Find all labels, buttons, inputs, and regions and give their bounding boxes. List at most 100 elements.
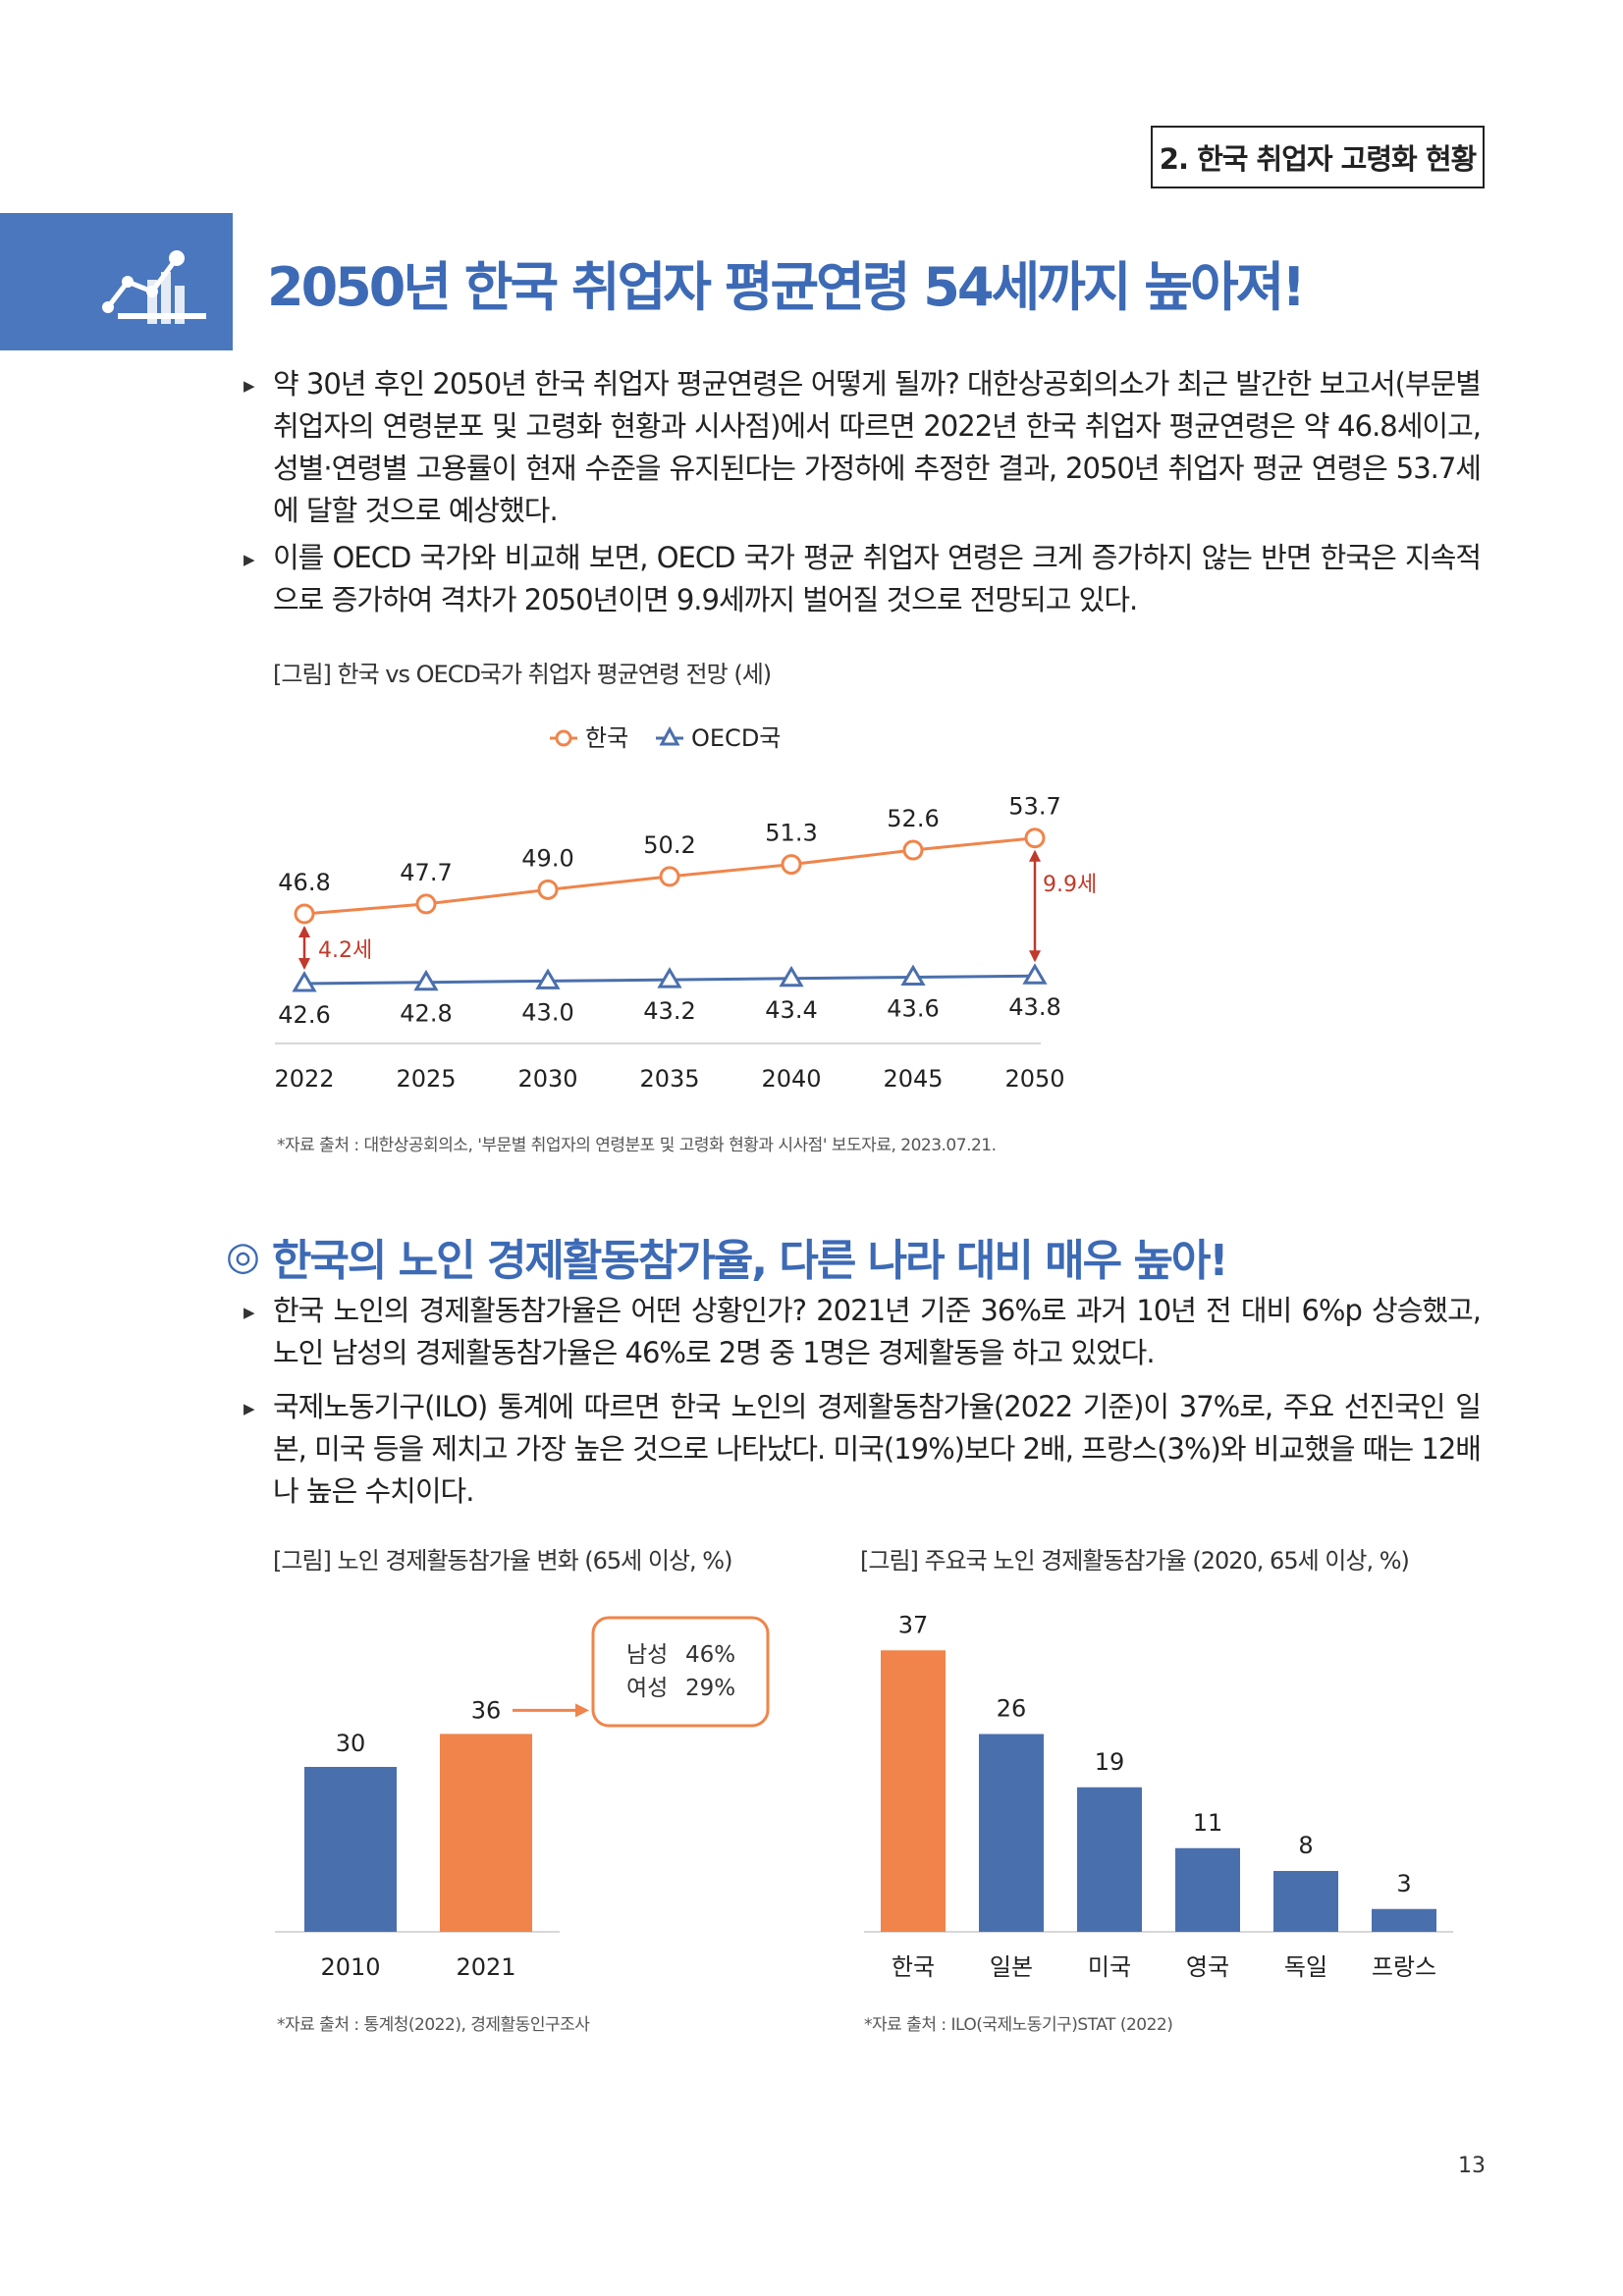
gap-arrowhead-bottom-2050 bbox=[1029, 950, 1041, 963]
oecd-value-label: 42.8 bbox=[400, 1000, 452, 1028]
korea-value-label: 53.7 bbox=[1008, 793, 1060, 821]
korea-point bbox=[781, 854, 802, 876]
x-tick-label: 일본 bbox=[990, 1953, 1033, 1981]
line-chart: 한국 OECD국 4.2세 9.9세 46.8 47.7 49.0 50.2 51.3 52.6 5… bbox=[274, 724, 1097, 1093]
chart-legend: 한국 OECD국 bbox=[550, 724, 781, 752]
korea-point bbox=[659, 866, 680, 887]
x-tick-label: 2010 bbox=[320, 1953, 380, 1981]
title-icon-block bbox=[0, 213, 233, 350]
x-tick-label: 독일 bbox=[1284, 1953, 1327, 1981]
oecd-value-label: 43.2 bbox=[643, 997, 695, 1025]
oecd-value-label: 43.4 bbox=[765, 996, 817, 1024]
bar-value-label: 30 bbox=[336, 1730, 366, 1757]
x-tick-label: 한국 bbox=[892, 1953, 935, 1981]
figure-caption: [그림] 노인 경제활동참가율 변화 (65세 이상, %) bbox=[273, 1547, 732, 1575]
bullet-icon: ▶ bbox=[243, 551, 255, 568]
x-tick-label: 2030 bbox=[517, 1065, 577, 1093]
section2-paragraph-1: 한국 노인의 경제활동참가율은 어떤 상황인가? 2021년 기준 36%로 과… bbox=[273, 1294, 1482, 1369]
section2-paragraph-2: 국제노동기구(ILO) 통계에 따르면 한국 노인의 경제활동참가율(2022 … bbox=[273, 1390, 1482, 1508]
korea-point bbox=[294, 903, 315, 925]
oecd-point bbox=[535, 968, 561, 989]
korea-value-label: 50.2 bbox=[643, 831, 695, 859]
double-circle-icon: ◎ bbox=[226, 1234, 260, 1279]
bar-value-label: 8 bbox=[1298, 1832, 1313, 1859]
korea-value-label: 47.7 bbox=[400, 859, 452, 886]
x-tick-label: 프랑스 bbox=[1372, 1953, 1436, 1981]
korea-value-label: 46.8 bbox=[278, 869, 330, 896]
gap-arrowhead-bottom-2022 bbox=[298, 958, 310, 970]
oecd-point bbox=[657, 967, 682, 988]
gap-arrowhead-top-2022 bbox=[298, 926, 310, 937]
section1-title: 2050년 한국 취업자 평균연령 54세까지 높아져! bbox=[267, 256, 1306, 318]
bar bbox=[1372, 1908, 1436, 1932]
source-note: *자료 출처 : 통계청(2022), 경제활동인구조사 bbox=[277, 2015, 590, 2035]
bar-value-label: 3 bbox=[1396, 1870, 1411, 1897]
x-tick-label: 2040 bbox=[761, 1065, 821, 1093]
x-tick-label: 2022 bbox=[274, 1065, 334, 1093]
bar bbox=[1077, 1787, 1142, 1932]
oecd-point bbox=[413, 969, 439, 991]
bullet-icon: ▶ bbox=[243, 377, 255, 395]
section-tag: 2. 한국 취업자 고령화 현황 bbox=[1151, 126, 1485, 188]
legend-marker-korea bbox=[555, 729, 572, 747]
korea-point bbox=[415, 893, 437, 915]
callout-label: 여성 bbox=[626, 1676, 668, 1701]
chart-growth-icon bbox=[102, 250, 206, 324]
oecd-point bbox=[779, 965, 804, 988]
section2-title: ◎ 한국의 노인 경제활동참가율, 다른 나라 대비 매우 높아! bbox=[226, 1225, 1229, 1288]
page-number: 13 bbox=[1458, 2154, 1486, 2178]
source-note: *자료 출처 : 대한상공회의소, '부문별 취업자의 연령분포 및 고령화 현… bbox=[277, 1136, 997, 1155]
bar-value-label: 37 bbox=[898, 1611, 929, 1638]
bar-value-label: 36 bbox=[471, 1696, 502, 1724]
x-tick-label: 2035 bbox=[639, 1065, 699, 1093]
bar-value-label: 19 bbox=[1095, 1748, 1125, 1776]
oecd-value-label: 43.8 bbox=[1008, 993, 1060, 1021]
oecd-value-label: 43.0 bbox=[521, 998, 573, 1026]
bullet-icon: ▶ bbox=[243, 1400, 255, 1417]
korea-value-label: 51.3 bbox=[765, 820, 817, 847]
bar bbox=[304, 1767, 397, 1932]
bar bbox=[979, 1734, 1044, 1932]
korea-value-label: 52.6 bbox=[887, 805, 939, 832]
section1-paragraph-2: 이를 OECD 국가와 비교해 보면, OECD 국가 평균 취업자 연령은 크… bbox=[273, 541, 1482, 616]
korea-point bbox=[902, 839, 924, 861]
x-tick-label: 2021 bbox=[456, 1953, 515, 1981]
gap-arrowhead-top-2050 bbox=[1029, 849, 1041, 862]
figure-caption: [그림] 주요국 노인 경제활동참가율 (2020, 65세 이상, %) bbox=[860, 1547, 1410, 1575]
bar bbox=[1175, 1847, 1240, 1932]
oecd-value-label: 43.6 bbox=[887, 995, 939, 1023]
callout-box bbox=[591, 1616, 770, 1728]
oecd-point bbox=[292, 971, 317, 992]
legend-label-korea: 한국 bbox=[585, 724, 628, 752]
bar bbox=[881, 1650, 946, 1932]
x-tick-label: 2050 bbox=[1004, 1065, 1064, 1093]
korea-point bbox=[1024, 828, 1046, 849]
section1-paragraph-1: 약 30년 후인 2050년 한국 취업자 평균연령은 어떻게 될까? 대한상공… bbox=[273, 367, 1482, 527]
figure-caption: [그림] 한국 vs OECD국가 취업자 평균연령 전망 (세) bbox=[273, 661, 772, 688]
x-tick-label: 영국 bbox=[1186, 1953, 1229, 1981]
bar bbox=[440, 1734, 532, 1932]
bar bbox=[1273, 1871, 1338, 1932]
bullet-icon: ▶ bbox=[243, 1304, 255, 1321]
callout-label: 남성 bbox=[626, 1642, 668, 1668]
korea-point bbox=[537, 879, 559, 900]
legend-marker-oecd bbox=[659, 725, 680, 746]
oecd-point bbox=[1022, 963, 1048, 985]
callout-value: 46% bbox=[685, 1642, 735, 1668]
x-tick-label: 2025 bbox=[396, 1065, 456, 1093]
section2-title-text: 한국의 노인 경제활동참가율, 다른 나라 대비 매우 높아! bbox=[271, 1236, 1229, 1286]
oecd-point bbox=[900, 964, 926, 986]
gap-label-2022: 4.2세 bbox=[318, 938, 372, 963]
source-note: *자료 출처 : ILO(국제노동기구)STAT (2022) bbox=[864, 2015, 1173, 2035]
oecd-value-label: 42.6 bbox=[278, 1001, 330, 1029]
korea-value-label: 49.0 bbox=[521, 844, 573, 872]
callout-value: 29% bbox=[685, 1676, 735, 1701]
callout-arrowhead bbox=[575, 1703, 589, 1718]
bar-value-label: 11 bbox=[1193, 1809, 1223, 1837]
bar-value-label: 26 bbox=[997, 1695, 1027, 1723]
bar-chart-participation-change: 30 2010 36 2021 남성 46% 여성 29% bbox=[275, 1616, 770, 1981]
x-tick-label: 2045 bbox=[883, 1065, 943, 1093]
legend-label-oecd: OECD국 bbox=[691, 724, 781, 752]
bar-chart-country-comparison: 37 한국 26 일본 19 미국 11 영국 8 독일 3 프랑스 bbox=[864, 1611, 1453, 1981]
gap-label-2050: 9.9세 bbox=[1043, 873, 1097, 897]
